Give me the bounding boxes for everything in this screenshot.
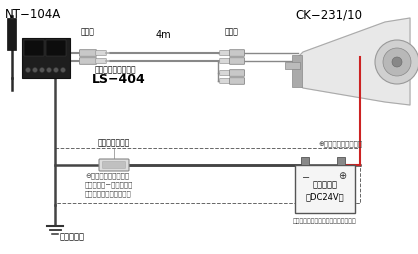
Bar — [46, 40, 66, 56]
Text: 4m: 4m — [155, 30, 171, 40]
Circle shape — [25, 68, 31, 72]
FancyBboxPatch shape — [229, 78, 245, 84]
Bar — [7, 18, 16, 50]
FancyBboxPatch shape — [229, 70, 245, 76]
Text: （バッテリーは付属しておりません）: （バッテリーは付属しておりません） — [293, 218, 357, 224]
Text: ギボシ: ギボシ — [225, 27, 239, 36]
FancyBboxPatch shape — [96, 51, 106, 56]
Polygon shape — [298, 18, 410, 105]
Text: ⊕側電源コード（赤）: ⊕側電源コード（赤） — [318, 140, 362, 147]
FancyBboxPatch shape — [220, 71, 230, 75]
Bar — [285, 62, 300, 69]
FancyBboxPatch shape — [220, 51, 230, 56]
FancyBboxPatch shape — [79, 58, 97, 64]
Text: バッテリー: バッテリー — [313, 181, 337, 189]
FancyBboxPatch shape — [229, 58, 245, 64]
Text: ギボシ: ギボシ — [81, 27, 95, 36]
Circle shape — [33, 68, 38, 72]
Text: −: − — [302, 173, 310, 183]
Bar — [292, 55, 302, 87]
FancyBboxPatch shape — [102, 162, 125, 168]
Text: スピーカ接続コード: スピーカ接続コード — [95, 65, 137, 74]
FancyBboxPatch shape — [220, 58, 230, 64]
FancyBboxPatch shape — [79, 50, 97, 56]
Bar — [24, 40, 44, 56]
Text: LS−404: LS−404 — [92, 73, 146, 86]
Circle shape — [383, 48, 411, 76]
Text: （DC24V）: （DC24V） — [306, 193, 344, 201]
Text: バッテリー−端子または: バッテリー−端子または — [85, 181, 133, 188]
Bar — [301, 157, 309, 165]
Text: 車体アースのいずれかへ: 車体アースのいずれかへ — [85, 190, 132, 197]
FancyBboxPatch shape — [99, 159, 129, 171]
Circle shape — [61, 68, 66, 72]
Text: 車体アース: 車体アース — [60, 232, 85, 241]
Circle shape — [54, 68, 59, 72]
Circle shape — [375, 40, 418, 84]
Bar — [22, 38, 70, 78]
Text: NT−104A: NT−104A — [5, 8, 61, 21]
Bar — [337, 157, 345, 165]
Bar — [55, 148, 360, 203]
FancyBboxPatch shape — [96, 58, 106, 64]
FancyBboxPatch shape — [229, 50, 245, 56]
Bar — [10, 15, 13, 19]
Text: ⊕: ⊕ — [338, 171, 346, 181]
Text: ヒューズホルダ: ヒューズホルダ — [98, 138, 130, 147]
Circle shape — [392, 57, 402, 67]
Text: ⊖側電源コード（黒）: ⊖側電源コード（黒） — [85, 172, 129, 179]
FancyBboxPatch shape — [220, 78, 230, 84]
Text: CK−231/10: CK−231/10 — [295, 8, 362, 21]
Bar — [295, 165, 355, 213]
Circle shape — [46, 68, 51, 72]
Circle shape — [39, 68, 44, 72]
